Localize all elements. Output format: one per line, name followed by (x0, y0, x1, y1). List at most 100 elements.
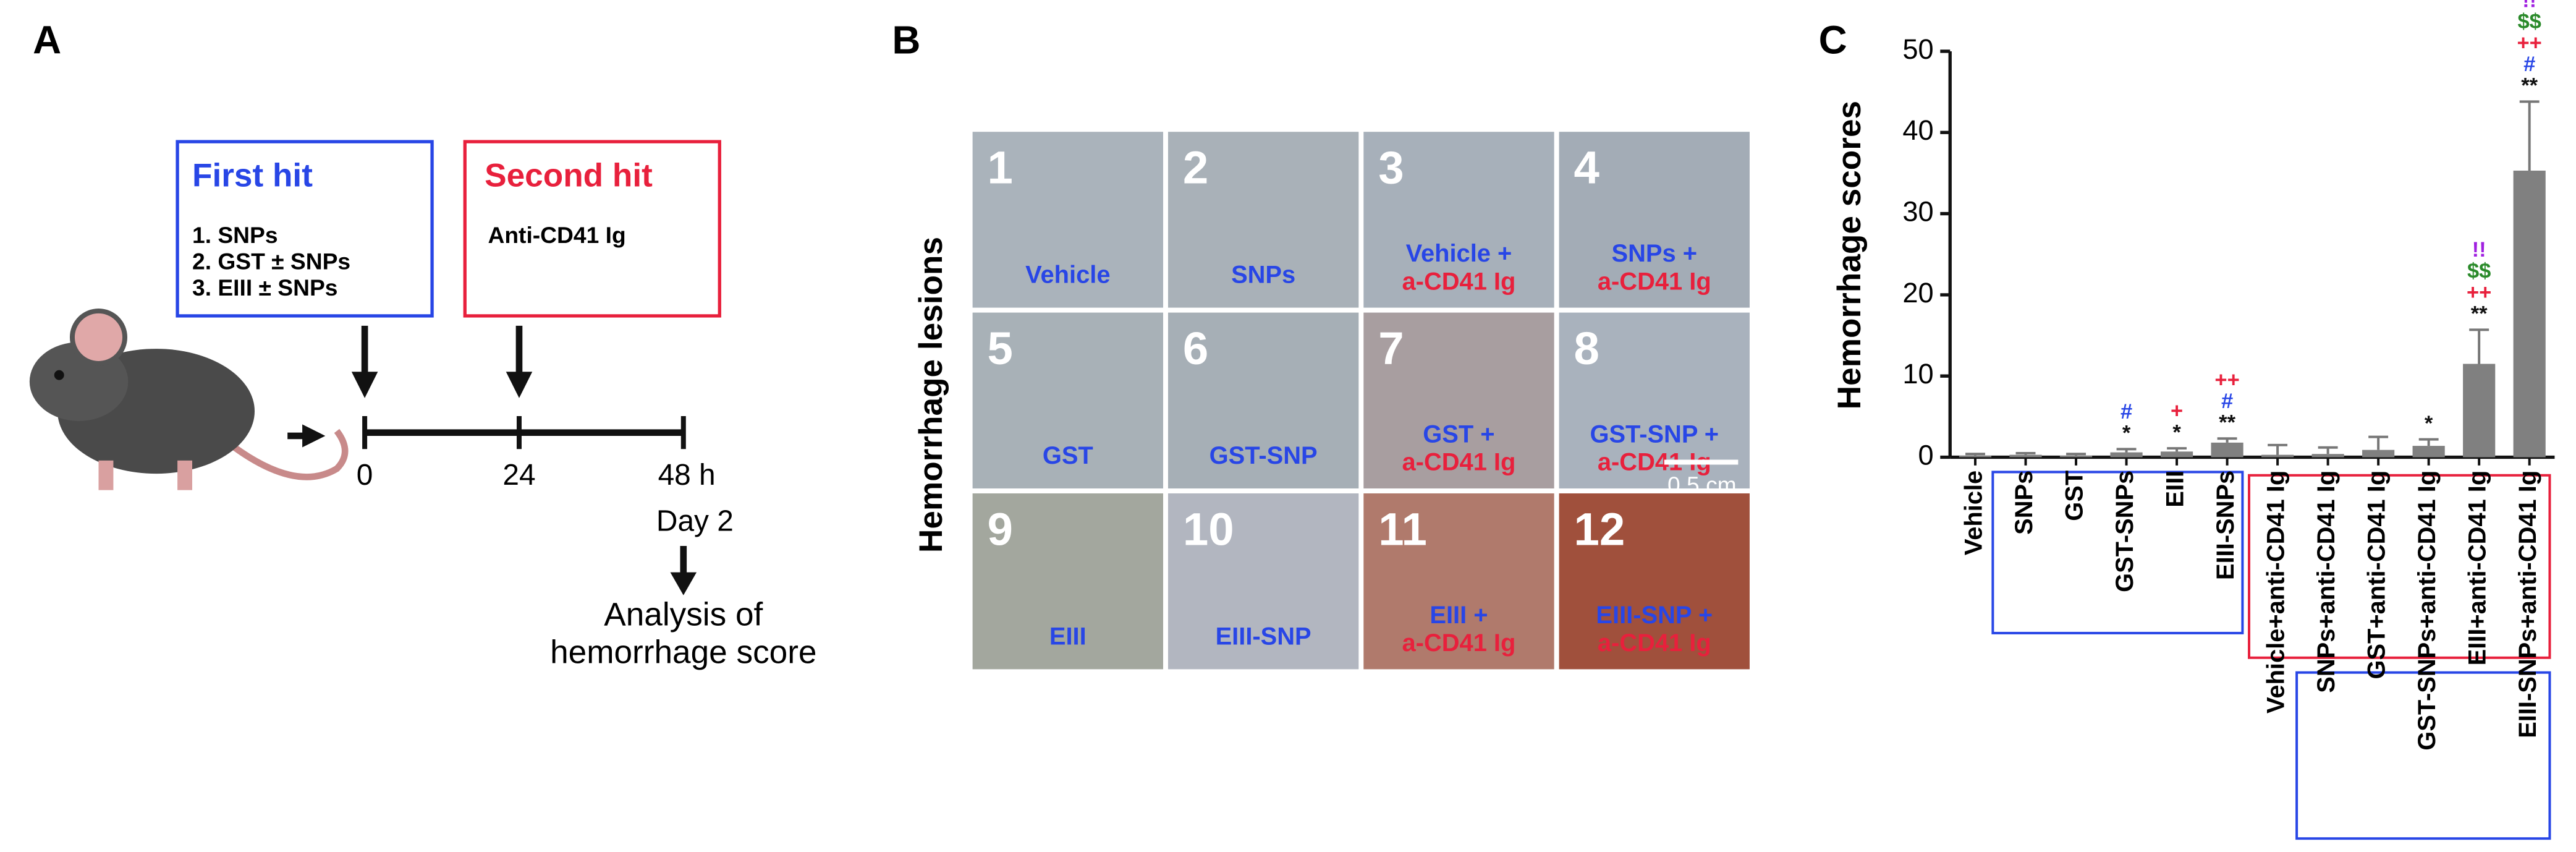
x-tick-label: EIII+anti-CD41 Ig (2464, 471, 2491, 666)
bar (2412, 446, 2445, 458)
y-tick-label: 30 (1902, 196, 1933, 228)
error-bar (2418, 438, 2439, 446)
tile-label: EIII + (1430, 602, 1488, 629)
error-bar (2318, 446, 2338, 454)
x-tick-label: Vehicle (1960, 471, 1988, 555)
second-hit-title: Second hit (485, 158, 653, 194)
x-tick-label: EIII-SNPs+anti-CD41 Ig (2514, 471, 2541, 738)
bar (2513, 170, 2546, 458)
tile-number: 2 (1183, 142, 1208, 194)
timeline-label: 48 h (658, 459, 716, 492)
significance-label: ++ (2517, 31, 2542, 54)
panel-letter: A (33, 17, 61, 62)
bar-chart: 0 10 20 30 40 50 Vehicle SNPs GST GST-SNPs * # EIII *… (1902, 0, 2555, 751)
first-hit-item: 1. SNPs (192, 222, 278, 248)
lesion-photo (1167, 132, 1359, 308)
first-hit-title: First hit (192, 158, 313, 194)
side-label: Hemorrhage lesions (913, 237, 949, 553)
x-tick-label: GST-SNPs (2111, 471, 2138, 592)
lesion-photo (972, 312, 1163, 489)
x-tick-label: EIII (2162, 471, 2189, 508)
significance-label: + (2171, 399, 2183, 423)
analysis-label: Analysis of (604, 596, 763, 633)
significance-label: * (2425, 412, 2433, 435)
first-hit-item: 3. EIII ± SNPs (192, 275, 337, 300)
error-bar (2368, 435, 2389, 450)
first-hit-item: 2. GST ± SNPs (192, 249, 350, 275)
error-bar (1965, 453, 1985, 456)
error-bar (2469, 328, 2489, 364)
x-tick-label: SNPs (2010, 471, 2038, 535)
tile-label: SNPs (1231, 262, 1295, 289)
lesion-photo (1559, 312, 1750, 489)
bar (2009, 454, 2042, 458)
tile-label: EIII-SNP + (1596, 602, 1713, 629)
lesion-photo (1167, 493, 1359, 670)
bar (2059, 455, 2093, 458)
group-box (2295, 671, 2551, 840)
x-tick-label: Vehicle+anti-CD41 Ig (2263, 471, 2290, 714)
tile-number: 7 (1378, 323, 1404, 374)
tile-number: 10 (1183, 503, 1234, 555)
significance-label: ++ (2467, 281, 2491, 304)
significance-label: # (2121, 400, 2132, 424)
lesion-photo (972, 493, 1163, 670)
y-tick-label: 20 (1902, 277, 1933, 309)
tile-number: 6 (1183, 323, 1208, 374)
significance-label: ** (2471, 302, 2488, 326)
tile-number: 8 (1574, 323, 1599, 374)
error-bar (2066, 453, 2086, 456)
bar (1959, 455, 1992, 458)
group-box (2248, 474, 2551, 659)
tile-label: GST-SNP + (1590, 420, 1719, 448)
x-tick-label: SNPs+anti-CD41 Ig (2313, 471, 2340, 693)
y-tick-label: 40 (1902, 114, 1933, 146)
x-tick-label: GST (2061, 471, 2088, 521)
lesion-photo (1363, 312, 1554, 489)
tile-label: a-CD41 Ig (1598, 629, 1711, 657)
significance-label: ** (2521, 74, 2538, 98)
tile-label: a-CD41 Ig (1402, 449, 1516, 476)
error-bar (2217, 437, 2237, 443)
lesion-photo (972, 132, 1163, 308)
first-hit-box (176, 140, 434, 318)
group-box (1991, 471, 2244, 634)
tile-label: Vehicle + (1406, 240, 1512, 267)
lesion-photo (1167, 312, 1359, 489)
bar (2463, 364, 2496, 458)
analysis-label: hemorrhage score (550, 634, 816, 671)
second-hit-item: Anti-CD41 Ig (488, 222, 625, 248)
y-axis-label: Hemorrhage scores (1831, 101, 1868, 409)
bar (2110, 452, 2143, 458)
day-label: Day 2 (656, 505, 734, 537)
timeline-label: 0 (357, 459, 373, 492)
bar (2211, 442, 2243, 458)
arrow-heads (302, 372, 697, 595)
error-bar (2519, 100, 2540, 171)
significance-label: ** (2219, 411, 2235, 435)
significance-label: $$ (2467, 259, 2491, 283)
bar (2311, 454, 2344, 458)
significance-label: ++ (2214, 368, 2239, 391)
y-tick-label: 50 (1902, 33, 1933, 65)
error-bar (2116, 448, 2137, 453)
tile-label: Vehicle (1025, 262, 1110, 289)
y-tick-label: 10 (1902, 358, 1933, 390)
y-tick-label: 0 (1918, 439, 1934, 471)
significance-label: # (2523, 53, 2535, 76)
lesion-photo (1559, 132, 1750, 308)
tile-label: a-CD41 Ig (1402, 629, 1516, 657)
tile-label: SNPs + (1612, 240, 1697, 267)
lesion-photo (1363, 132, 1554, 308)
significance-label: # (2221, 390, 2233, 413)
error-bar (2268, 443, 2288, 455)
panel-letter: B (892, 17, 920, 62)
lesion-photo (1559, 493, 1750, 670)
tile-label: a-CD41 Ig (1598, 268, 1711, 295)
significance-label: * (2172, 420, 2181, 444)
significance-label: $$ (2517, 10, 2541, 33)
arrows (287, 325, 687, 576)
mouse-illustration (29, 308, 349, 490)
